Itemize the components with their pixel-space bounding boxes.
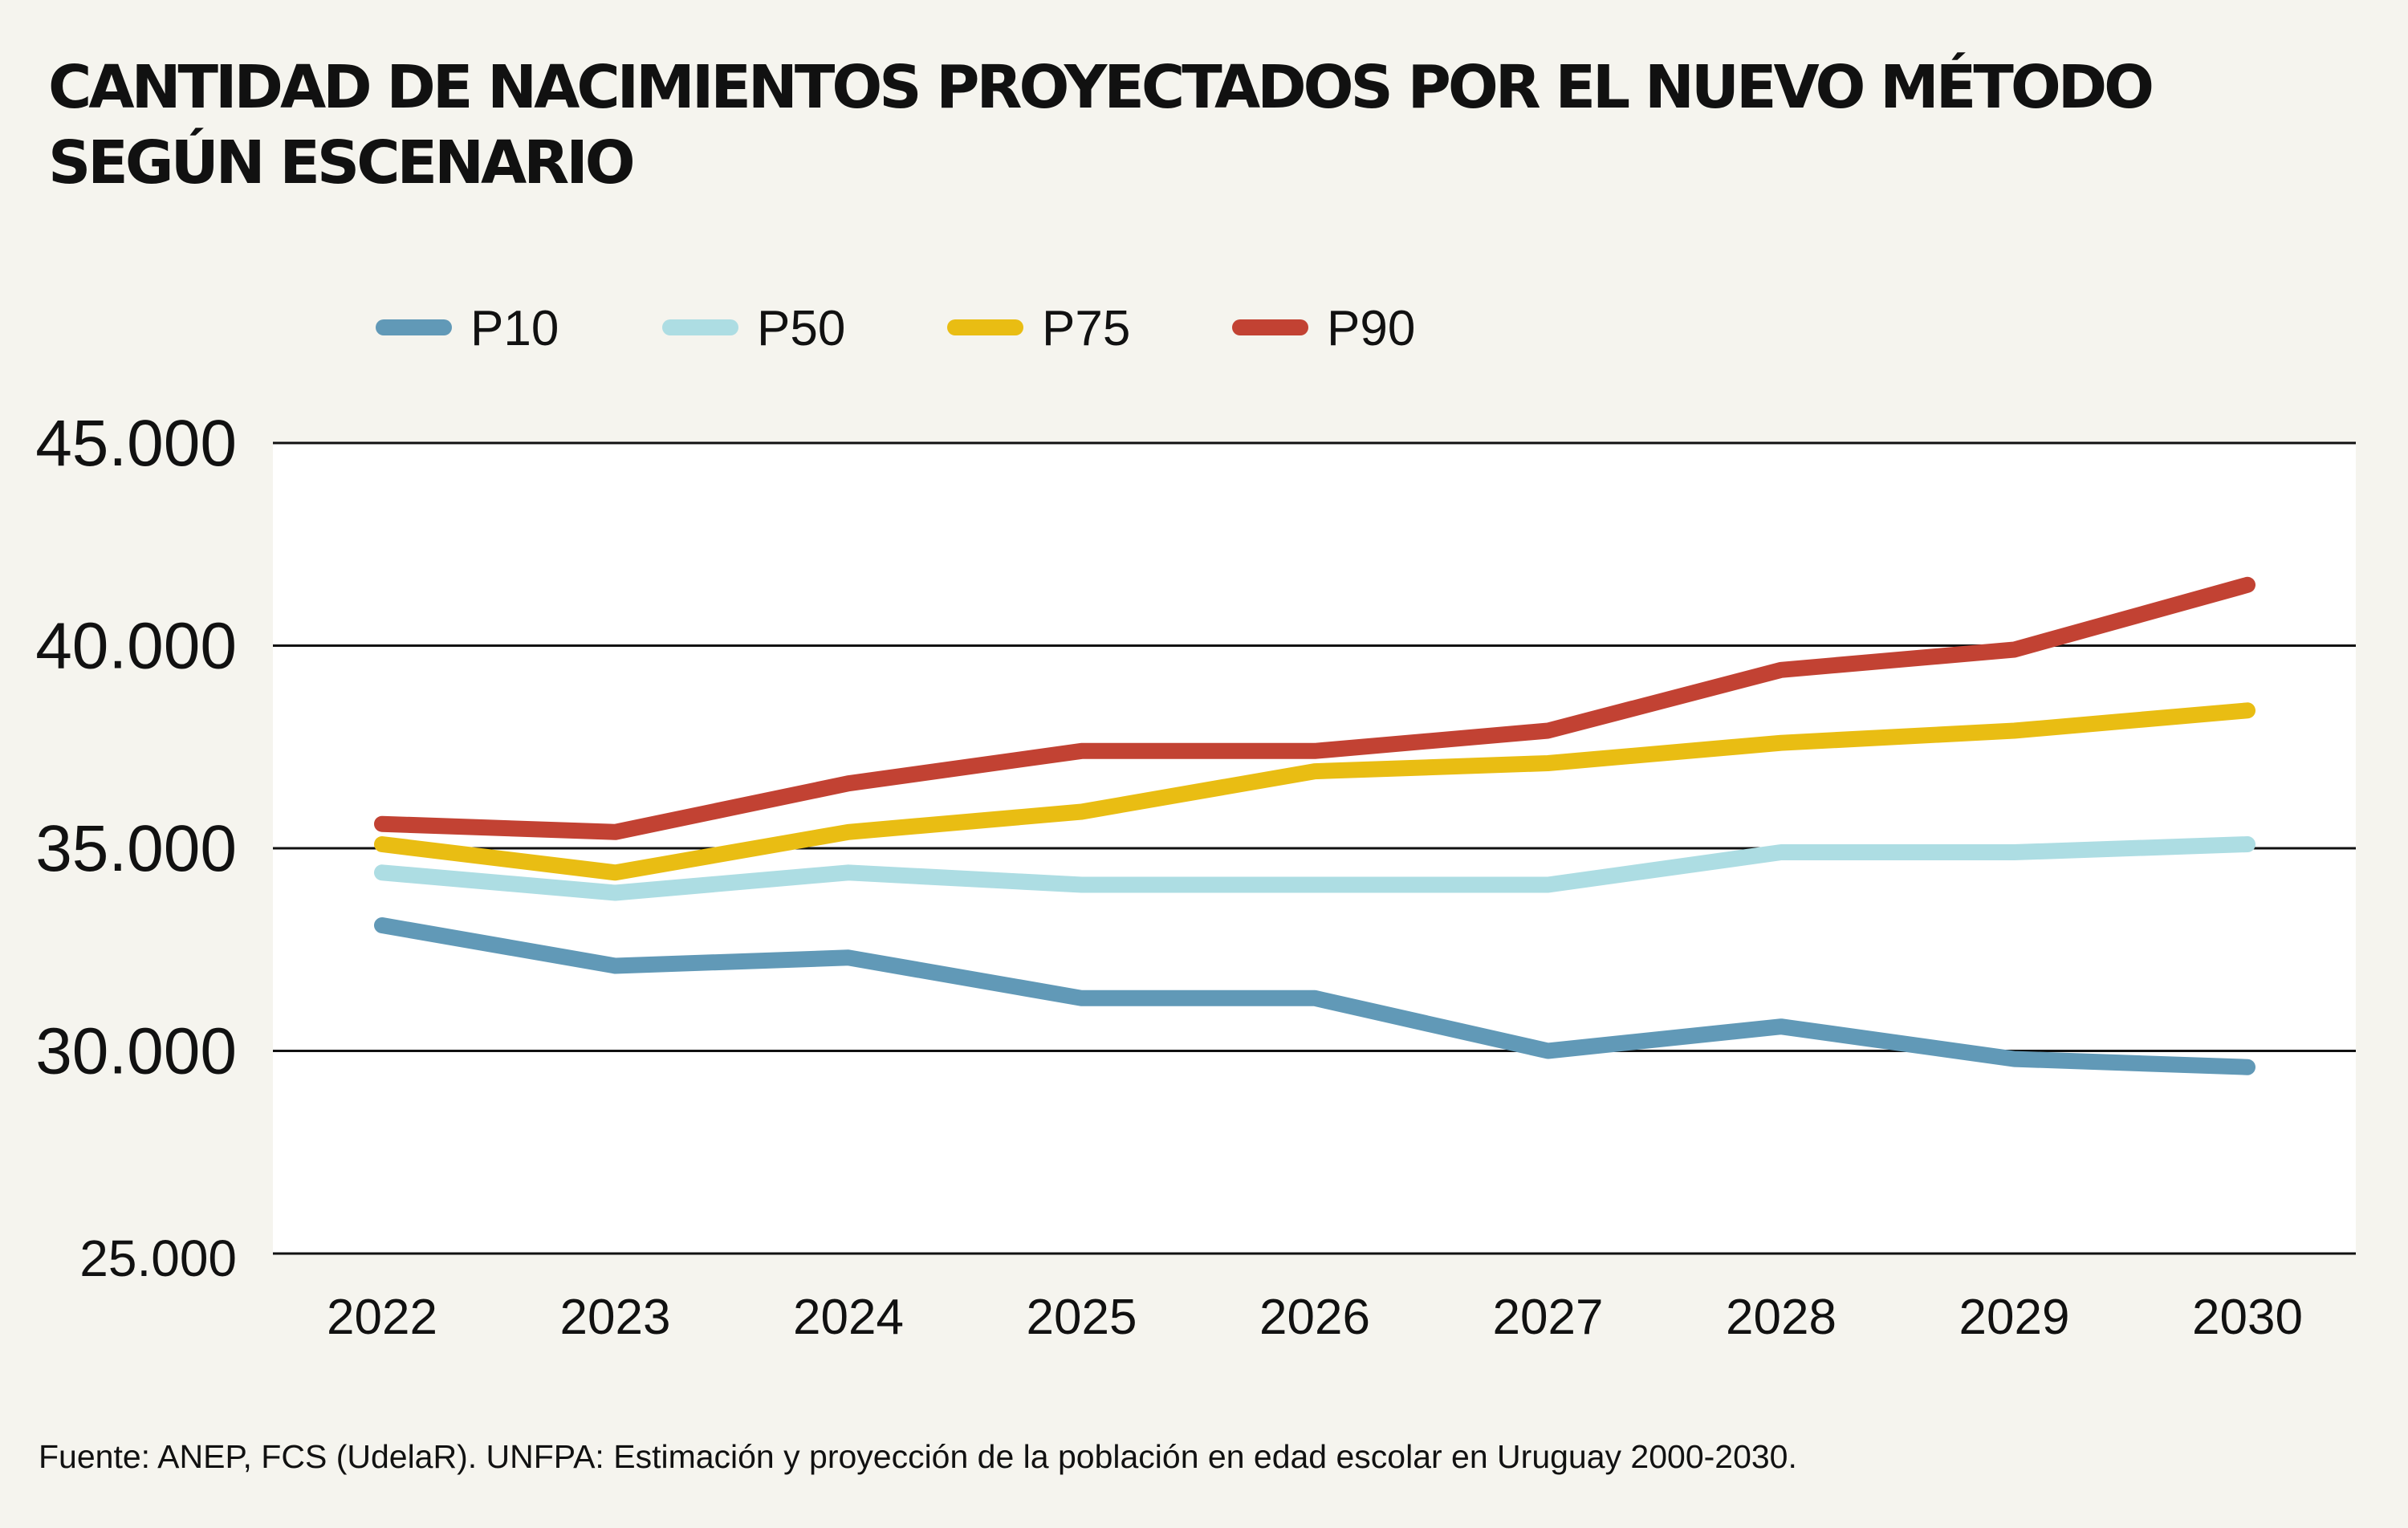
y-axis-ticks: 25.000 30.000 35.000 40.000 45.000 (35, 407, 237, 1287)
y-tick-label: 45.000 (35, 407, 237, 480)
x-tick-label: 2025 (1027, 1290, 1137, 1345)
legend-label-p50: P50 (757, 301, 845, 356)
y-tick-label: 25.000 (79, 1229, 237, 1287)
y-tick-label: 30.000 (35, 1015, 237, 1088)
y-tick-label: 40.000 (35, 610, 237, 683)
x-tick-label: 2026 (1259, 1290, 1370, 1345)
x-axis-ticks: 2022 2023 2024 2025 2026 2027 2028 2029 2030 (327, 1290, 2303, 1345)
x-tick-label: 2030 (2192, 1290, 2303, 1345)
series-line-p10 (374, 917, 2255, 1075)
chart-title-line-1: CANTIDAD DE NACIMIENTOS PROYECTADOS POR … (48, 53, 2154, 122)
chart-title: CANTIDAD DE NACIMIENTOS PROYECTADOS POR … (48, 50, 2255, 201)
series-line-p90 (374, 576, 2255, 840)
series-line-p50 (374, 836, 2255, 901)
x-tick-label: 2029 (1959, 1290, 2070, 1345)
x-tick-label: 2028 (1726, 1290, 1837, 1345)
y-tick-label: 35.000 (35, 812, 237, 885)
chart-title-line-2: SEGÚN ESCENARIO (48, 128, 636, 197)
series-lines (374, 576, 2255, 1075)
series-line-p75 (374, 702, 2255, 881)
legend-label-p10: P10 (470, 301, 559, 356)
legend: P10 P50 P75 P90 (376, 301, 1415, 356)
legend-label-p90: P90 (1327, 301, 1415, 356)
x-tick-label: 2024 (793, 1290, 904, 1345)
x-tick-label: 2023 (560, 1290, 671, 1345)
legend-label-p75: P75 (1042, 301, 1130, 356)
source-note: Fuente: ANEP, FCS (UdelaR). UNFPA: Estim… (39, 1438, 1797, 1475)
x-tick-label: 2027 (1493, 1290, 1604, 1345)
x-tick-label: 2022 (327, 1290, 437, 1345)
